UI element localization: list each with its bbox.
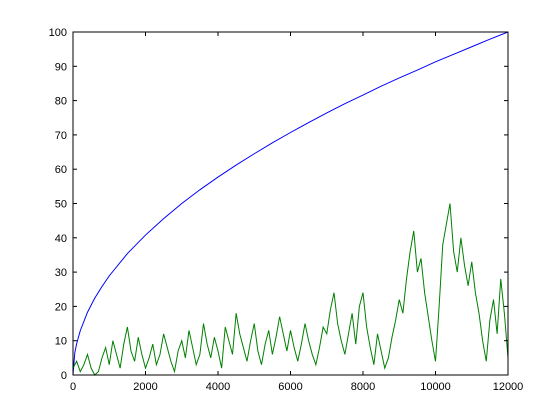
plot-area bbox=[73, 32, 508, 375]
x-tick-label: 12000 bbox=[493, 381, 524, 393]
series-line-2 bbox=[72, 203, 509, 376]
y-tick-label: 90 bbox=[55, 61, 67, 73]
x-tick-label: 8000 bbox=[351, 381, 375, 393]
x-tick-label: 10000 bbox=[420, 381, 451, 393]
x-tick-label: 0 bbox=[70, 381, 76, 393]
y-tick-label: 100 bbox=[49, 27, 67, 39]
x-tick-label: 6000 bbox=[278, 381, 302, 393]
y-tick-label: 30 bbox=[55, 267, 67, 279]
x-tick-label: 4000 bbox=[206, 381, 230, 393]
y-tick-label: 80 bbox=[55, 96, 67, 108]
y-tick-label: 40 bbox=[55, 233, 67, 245]
y-tick-label: 20 bbox=[55, 301, 67, 313]
y-tick-label: 70 bbox=[55, 130, 67, 142]
y-tick-label: 50 bbox=[55, 199, 67, 211]
series-layer bbox=[72, 31, 509, 376]
y-tick-label: 10 bbox=[55, 336, 67, 348]
series-line-1 bbox=[72, 31, 509, 376]
y-tick-label: 60 bbox=[55, 164, 67, 176]
x-tick-label: 2000 bbox=[133, 381, 157, 393]
y-tick-label: 0 bbox=[61, 370, 67, 382]
tick-layer: 0 2000 4000 6000 8000 10000 12000 0 10 20 30 40 50 60… bbox=[49, 27, 524, 393]
